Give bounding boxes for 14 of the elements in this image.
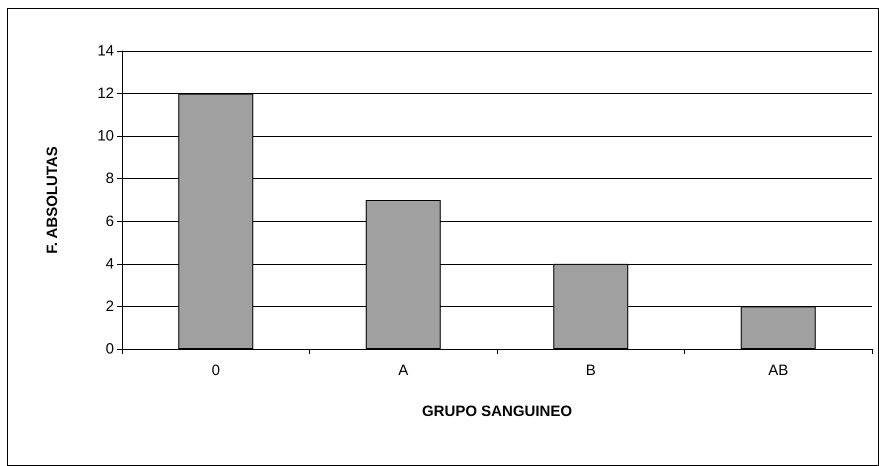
y-tick-label: 2 — [106, 298, 114, 315]
y-axis-title: F. ABSOLUTAS — [44, 146, 61, 254]
y-tick-label: 4 — [106, 255, 114, 272]
x-axis-title: GRUPO SANGUINEO — [422, 403, 572, 420]
x-tick-label: AB — [768, 362, 788, 379]
y-tick-label: 0 — [106, 340, 114, 358]
y-tick-label: 6 — [106, 212, 114, 230]
y-tick-label: 14 — [97, 42, 114, 60]
y-tick-label: 10 — [97, 128, 114, 145]
y-tick-label: 12 — [97, 85, 114, 102]
y-tick-label: 8 — [106, 170, 114, 188]
x-tick-label: A — [398, 362, 408, 379]
x-tick-label: B — [586, 362, 596, 379]
x-tick-label: 0 — [212, 362, 220, 379]
